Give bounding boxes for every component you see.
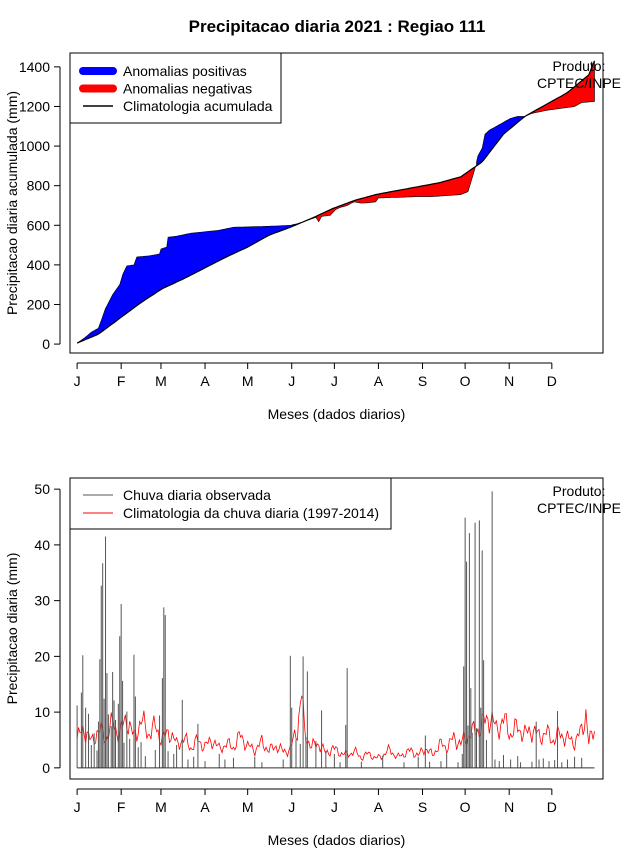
cumulative-precipitation-panel: 0 200 400 600 800 1000 1200 1400 J F M A M J J A S O N D Mes…	[4, 52, 621, 422]
y-tick-label: 0	[42, 336, 50, 352]
product-source: CPTEC/INPE	[537, 75, 621, 91]
y-axis-label: Precipitacao diaria (mm)	[4, 553, 20, 705]
x-tick-label: J	[74, 373, 81, 389]
y-tick-label: 800	[27, 178, 51, 194]
x-tick-label: J	[288, 373, 295, 389]
legend: Chuva diaria observada Climatologia da ch…	[69, 477, 392, 530]
y-tick-label: 200	[27, 296, 51, 312]
y-tick-label: 1000	[19, 138, 50, 154]
x-tick-label: S	[418, 799, 427, 815]
x-tick-label: O	[460, 799, 471, 815]
legend-label: Chuva diaria observada	[123, 487, 271, 503]
x-tick-label: N	[504, 799, 514, 815]
y-tick-label: 400	[27, 257, 51, 273]
y-tick-label: 10	[34, 704, 50, 720]
x-tick-label: A	[374, 799, 384, 815]
positive-anomaly-area	[476, 116, 526, 167]
climatology-daily-line	[76, 695, 595, 761]
y-tick-label: 600	[27, 217, 51, 233]
product-source: CPTEC/INPE	[537, 500, 621, 516]
y-axis-label: Precipitacao diaria acumulada (mm)	[4, 91, 20, 315]
x-tick-label: M	[155, 799, 167, 815]
y-tick-label: 1400	[19, 59, 50, 75]
x-tick-label: D	[547, 799, 557, 815]
x-tick-label: F	[117, 799, 126, 815]
x-tick-label: O	[460, 373, 471, 389]
y-tick-label: 40	[34, 537, 50, 553]
y-tick-label: 1200	[19, 98, 50, 114]
x-tick-label: M	[242, 373, 254, 389]
figure-title: Precipitacao diaria 2021 : Regiao 111	[189, 17, 486, 36]
y-tick-label: 30	[34, 593, 50, 609]
product-label: Produto:	[553, 58, 606, 74]
legend: Anomalias positivas Anomalias negativasCl…	[69, 52, 282, 124]
legend-label: Climatologia da chuva diaria (1997-2014)	[123, 505, 379, 521]
x-tick-label: M	[155, 373, 167, 389]
x-tick-label: F	[117, 373, 126, 389]
x-tick-label: A	[200, 373, 210, 389]
x-tick-label: A	[374, 373, 384, 389]
legend-label: Climatologia acumulada	[123, 98, 273, 114]
x-tick-label: J	[331, 799, 338, 815]
product-label: Produto:	[553, 483, 606, 499]
x-tick-label: J	[288, 799, 295, 815]
y-tick-label: 20	[34, 648, 50, 664]
plot-frame	[69, 52, 604, 354]
climatology-cumulative-line	[76, 60, 596, 344]
x-tick-label: M	[242, 799, 254, 815]
daily-precipitation-panel: 0 10 20 30 40 50 J F M A M J J A S O N D Meses (dados diar…	[4, 477, 621, 848]
legend-box	[69, 477, 392, 530]
legend-label: Anomalias positivas	[123, 63, 247, 79]
x-tick-label: N	[504, 373, 514, 389]
x-tick-label: D	[547, 373, 557, 389]
y-tick-label: 50	[34, 481, 50, 497]
x-tick-label: J	[74, 799, 81, 815]
legend-label: Anomalias negativas	[123, 81, 252, 97]
negative-anomaly-area	[305, 166, 476, 223]
y-tick-label: 0	[42, 760, 50, 776]
x-tick-label: A	[200, 799, 210, 815]
x-axis-label: Meses (dados diarios)	[268, 832, 406, 848]
x-axis-label: Meses (dados diarios)	[268, 406, 406, 422]
x-tick-label: S	[418, 373, 427, 389]
x-tick-label: J	[331, 373, 338, 389]
